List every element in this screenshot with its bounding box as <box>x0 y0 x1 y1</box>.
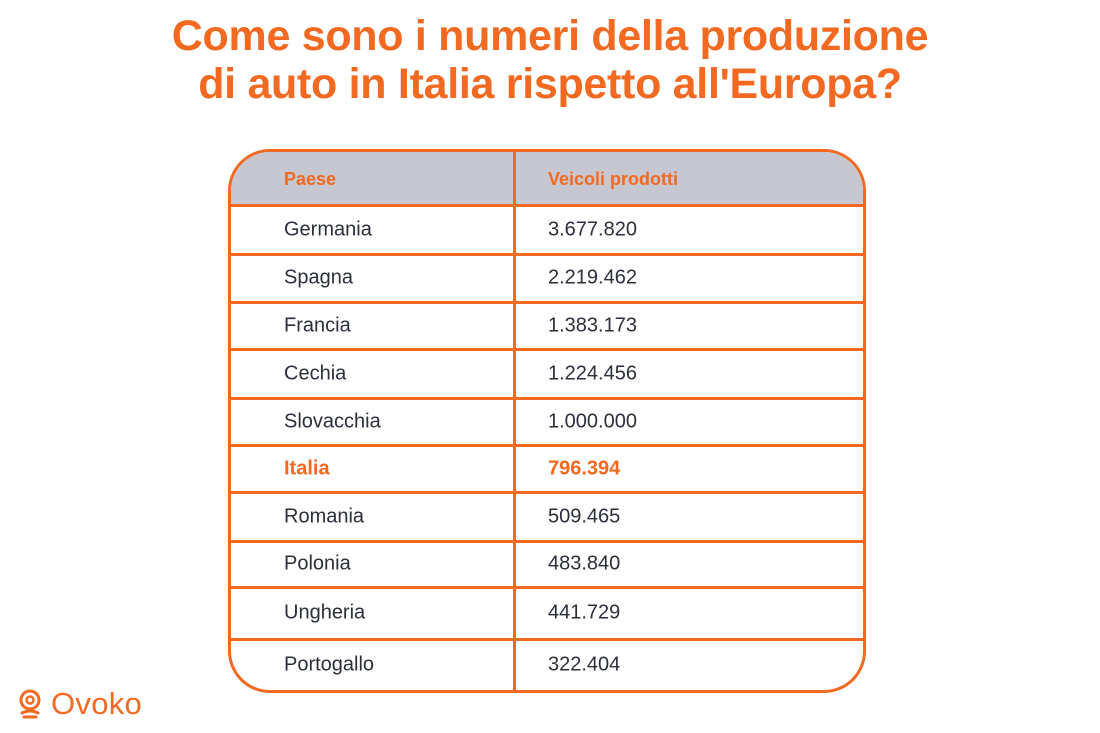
title-line-1: Come sono i numeri della produzione <box>171 12 929 60</box>
header-paese: Paese <box>284 169 337 189</box>
table-row: Cechia 1.224.456 <box>231 350 863 397</box>
cell-veicoli: 2.219.462 <box>548 266 637 289</box>
ovoko-logo: Ovoko <box>17 686 143 721</box>
cell-veicoli: 1.000.000 <box>548 410 637 432</box>
page-title: Come sono i numeri della produzione di a… <box>0 12 1100 108</box>
table-row: Polonia 483.840 <box>231 542 863 586</box>
column-divider <box>513 152 516 690</box>
row-divider <box>231 638 863 641</box>
row-divider <box>231 397 863 400</box>
cell-paese: Polonia <box>284 552 351 575</box>
cell-paese: Portogallo <box>284 653 375 676</box>
row-divider <box>231 540 863 543</box>
cell-paese: Ungheria <box>284 601 366 624</box>
cell-veicoli: 483.840 <box>548 552 621 575</box>
cell-veicoli: 1.224.456 <box>548 362 637 384</box>
row-divider <box>231 253 863 256</box>
cell-veicoli: 3.677.820 <box>548 218 637 241</box>
cell-paese: Spagna <box>284 266 353 289</box>
table-row: Slovacchia 1.000.000 <box>231 399 863 444</box>
cell-paese: Italia <box>284 457 330 479</box>
table-row: Romania 509.465 <box>231 493 863 540</box>
cell-veicoli: 1.383.173 <box>548 314 637 336</box>
cell-veicoli: 509.465 <box>548 505 621 527</box>
row-divider <box>231 348 863 351</box>
row-divider <box>231 491 863 494</box>
cell-paese: Francia <box>284 314 351 336</box>
row-divider <box>231 586 863 589</box>
cell-paese: Germania <box>284 218 372 241</box>
row-divider <box>231 444 863 447</box>
table-row: Ungheria 441.729 <box>231 588 863 638</box>
table-row: Germania 3.677.820 <box>231 207 863 253</box>
cell-veicoli: 322.404 <box>548 653 621 676</box>
title-line-2: di auto in Italia rispetto all'Europa? <box>198 60 902 108</box>
ovoko-logo-icon <box>19 689 41 719</box>
header-veicoli: Veicoli prodotti <box>548 169 679 189</box>
cell-paese: Romania <box>284 505 365 527</box>
cell-paese: Slovacchia <box>284 410 381 432</box>
table-row: Francia 1.383.173 <box>231 303 863 348</box>
table-row: Spagna 2.219.462 <box>231 255 863 301</box>
cell-veicoli: 796.394 <box>548 457 621 479</box>
table-row-highlighted: Italia 796.394 <box>231 446 863 491</box>
cell-paese: Cechia <box>284 362 347 384</box>
cell-veicoli: 441.729 <box>548 601 621 624</box>
table-row: Portogallo 322.404 <box>231 640 863 690</box>
production-table: Paese Veicoli prodotti Germania 3.677.820… <box>228 149 866 693</box>
table-header: Paese Veicoli prodotti <box>231 152 863 207</box>
row-divider <box>231 301 863 304</box>
logo-text: Ovoko <box>51 686 143 721</box>
